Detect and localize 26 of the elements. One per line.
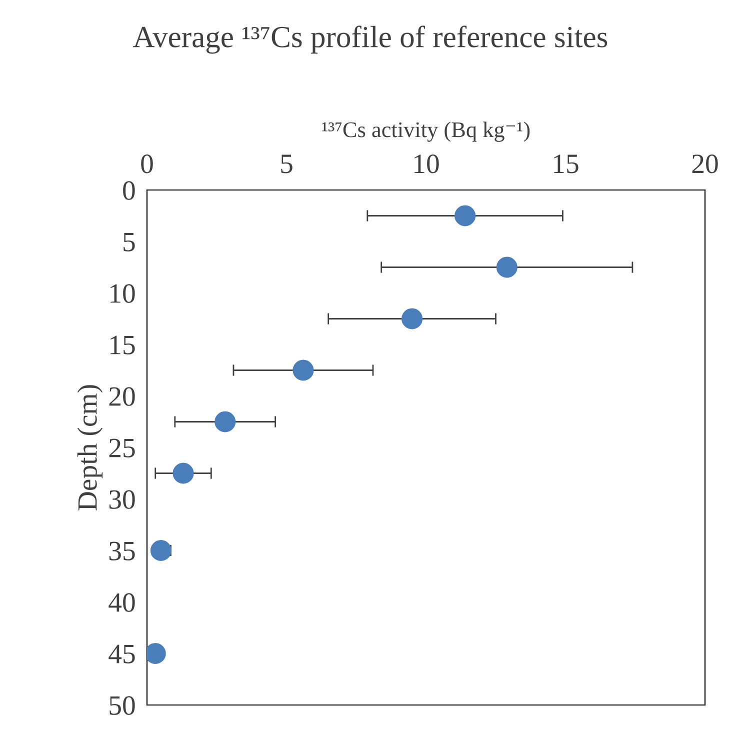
x-tick-label: 5 <box>281 154 292 174</box>
point <box>454 205 476 226</box>
y-tick-label: 0 <box>123 181 135 200</box>
y-tick-label: 5 <box>124 232 135 252</box>
x-tick-label: 20 <box>692 154 718 174</box>
point <box>402 308 423 330</box>
y-tick-label: 50 <box>110 696 135 715</box>
point <box>214 411 236 432</box>
point <box>150 540 172 562</box>
x-axis-title: ¹³⁷Cs activity (Bq kg⁻¹) <box>322 122 530 142</box>
y-tick-label: 25 <box>109 438 135 458</box>
point <box>172 462 194 484</box>
x-tick-label: 0 <box>141 154 153 174</box>
y-tick-label: 10 <box>110 284 135 303</box>
x-tick-label: 15 <box>554 154 578 174</box>
y-tick-label: 30 <box>109 490 135 509</box>
y-tick-label: 35 <box>109 542 135 560</box>
y-tick-label: 40 <box>108 593 135 612</box>
y-tick-label: 20 <box>109 387 135 406</box>
y-tick-label: 15 <box>110 336 135 354</box>
chart-title: Average ¹³⁷Cs profile of reference sites <box>133 26 608 54</box>
point <box>292 360 314 381</box>
y-tick-label: 45 <box>108 644 135 664</box>
x-tick-label: 10 <box>414 154 439 174</box>
y-axis-title: Depth (cm) <box>77 385 103 510</box>
point <box>496 256 518 278</box>
